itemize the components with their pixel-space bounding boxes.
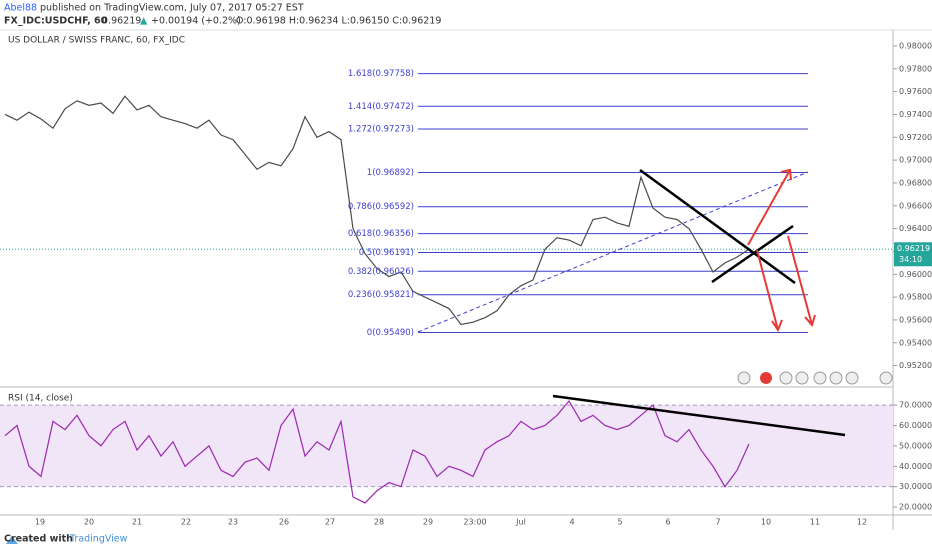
- fib-label: 0.618(0.96356): [348, 229, 414, 239]
- y-tick-label: 0.98000: [899, 41, 932, 50]
- x-tick-label: 26: [279, 518, 289, 527]
- fib-label: 1(0.96892): [367, 168, 414, 178]
- arrow-down: [787, 235, 816, 328]
- event-icons: [737, 371, 893, 385]
- x-tick-label: 7: [715, 518, 720, 527]
- y-tick-label: 0.97600: [899, 87, 932, 96]
- y-tick-label: 0.97800: [899, 64, 932, 73]
- created: Created with: [4, 534, 73, 545]
- x-tick-label: 5: [617, 518, 622, 527]
- fib-label: 0(0.95490): [367, 328, 414, 338]
- arrow-down: [756, 249, 783, 333]
- fib-label: 1.414(0.97472): [348, 102, 414, 112]
- last-price-box: [894, 242, 932, 267]
- fib-label: 0.786(0.96592): [348, 202, 414, 212]
- y-tick-label: 60.0000: [899, 421, 932, 430]
- x-tick-label: 23:00: [463, 518, 486, 527]
- y-tick-label: 40.0000: [899, 462, 932, 471]
- trend-dashed: [417, 171, 809, 333]
- y-tick-label: 0.96000: [899, 270, 932, 279]
- logo: [6, 536, 18, 544]
- symbol: FX_IDC:USDCHF, 60: [4, 16, 108, 27]
- fib-label: 1.272(0.97273): [348, 124, 414, 134]
- rsi-trendline: [552, 394, 846, 437]
- x-tick-label: 22: [181, 518, 191, 527]
- fib-label: 0.382(0.96026): [348, 267, 414, 277]
- y-tick-label: 0.95200: [899, 361, 932, 370]
- x-tick-label: 12: [857, 518, 867, 527]
- rsi-line: [4, 399, 750, 504]
- y-tick-label: 70.0000: [899, 401, 932, 410]
- y-tick-label: 0.95400: [899, 338, 932, 347]
- drawings: [417, 168, 846, 437]
- x-tick-label: 29: [423, 518, 433, 527]
- fib-label: 0.236(0.95821): [348, 290, 414, 300]
- x-tick-label: 10: [761, 518, 771, 527]
- fib-label: 1.618(0.97758): [348, 69, 414, 79]
- fib-label: 0.5(0.96191): [359, 248, 414, 258]
- x-tick-label: 23: [228, 518, 238, 527]
- brand: TradingView: [69, 534, 128, 545]
- trendline: [711, 224, 794, 284]
- x-tick-label: 19: [35, 518, 45, 527]
- chart-title: US DOLLAR / SWISS FRANC, 60, FX_IDC: [8, 36, 185, 46]
- price-line: [4, 95, 750, 326]
- rsi-title: RSI (14, close): [8, 394, 73, 404]
- y-tick-label: 0.96600: [899, 201, 932, 210]
- x-tick-label: 6: [665, 518, 670, 527]
- change: +0.00194 (+0.2%): [151, 16, 241, 27]
- y-tick-label: 50.0000: [899, 441, 932, 450]
- x-tick-label: 11: [810, 518, 820, 527]
- y-tick-label: 30.0000: [899, 482, 932, 491]
- arrow-up: [747, 168, 792, 246]
- x-tick-label: 4: [569, 518, 574, 527]
- y-tick-label: 0.95800: [899, 293, 932, 302]
- y-tick-label: 20.0000: [899, 503, 932, 512]
- rsi-band: [0, 405, 893, 487]
- y-tick-label: 0.96400: [899, 224, 932, 233]
- y-tick-label: 0.97000: [899, 156, 932, 165]
- published: published on TradingView.com, July 07, 2…: [40, 3, 304, 14]
- arrow: ▲: [140, 16, 148, 27]
- y-tick-label: 0.97400: [899, 110, 932, 119]
- y-tick-label: 0.96800: [899, 178, 932, 187]
- x-tick-label: Jul: [515, 518, 526, 527]
- y-tick-label: 0.95600: [899, 315, 932, 324]
- last: 0.96219: [102, 16, 141, 27]
- ohlc: O:0.96198 H:0.96234 L:0.96150 C:0.96219: [236, 16, 441, 27]
- x-tick-label: 28: [374, 518, 384, 527]
- trendline: [639, 168, 796, 285]
- last-price-label: 0.96219: [897, 244, 930, 253]
- x-tick-label: 20: [84, 518, 94, 527]
- y-tick-label: 0.97200: [899, 133, 932, 142]
- author[interactable]: Abel88: [4, 3, 37, 14]
- countdown: 34:10: [899, 255, 922, 264]
- x-tick-label: 21: [132, 518, 142, 527]
- x-tick-label: 27: [325, 518, 335, 527]
